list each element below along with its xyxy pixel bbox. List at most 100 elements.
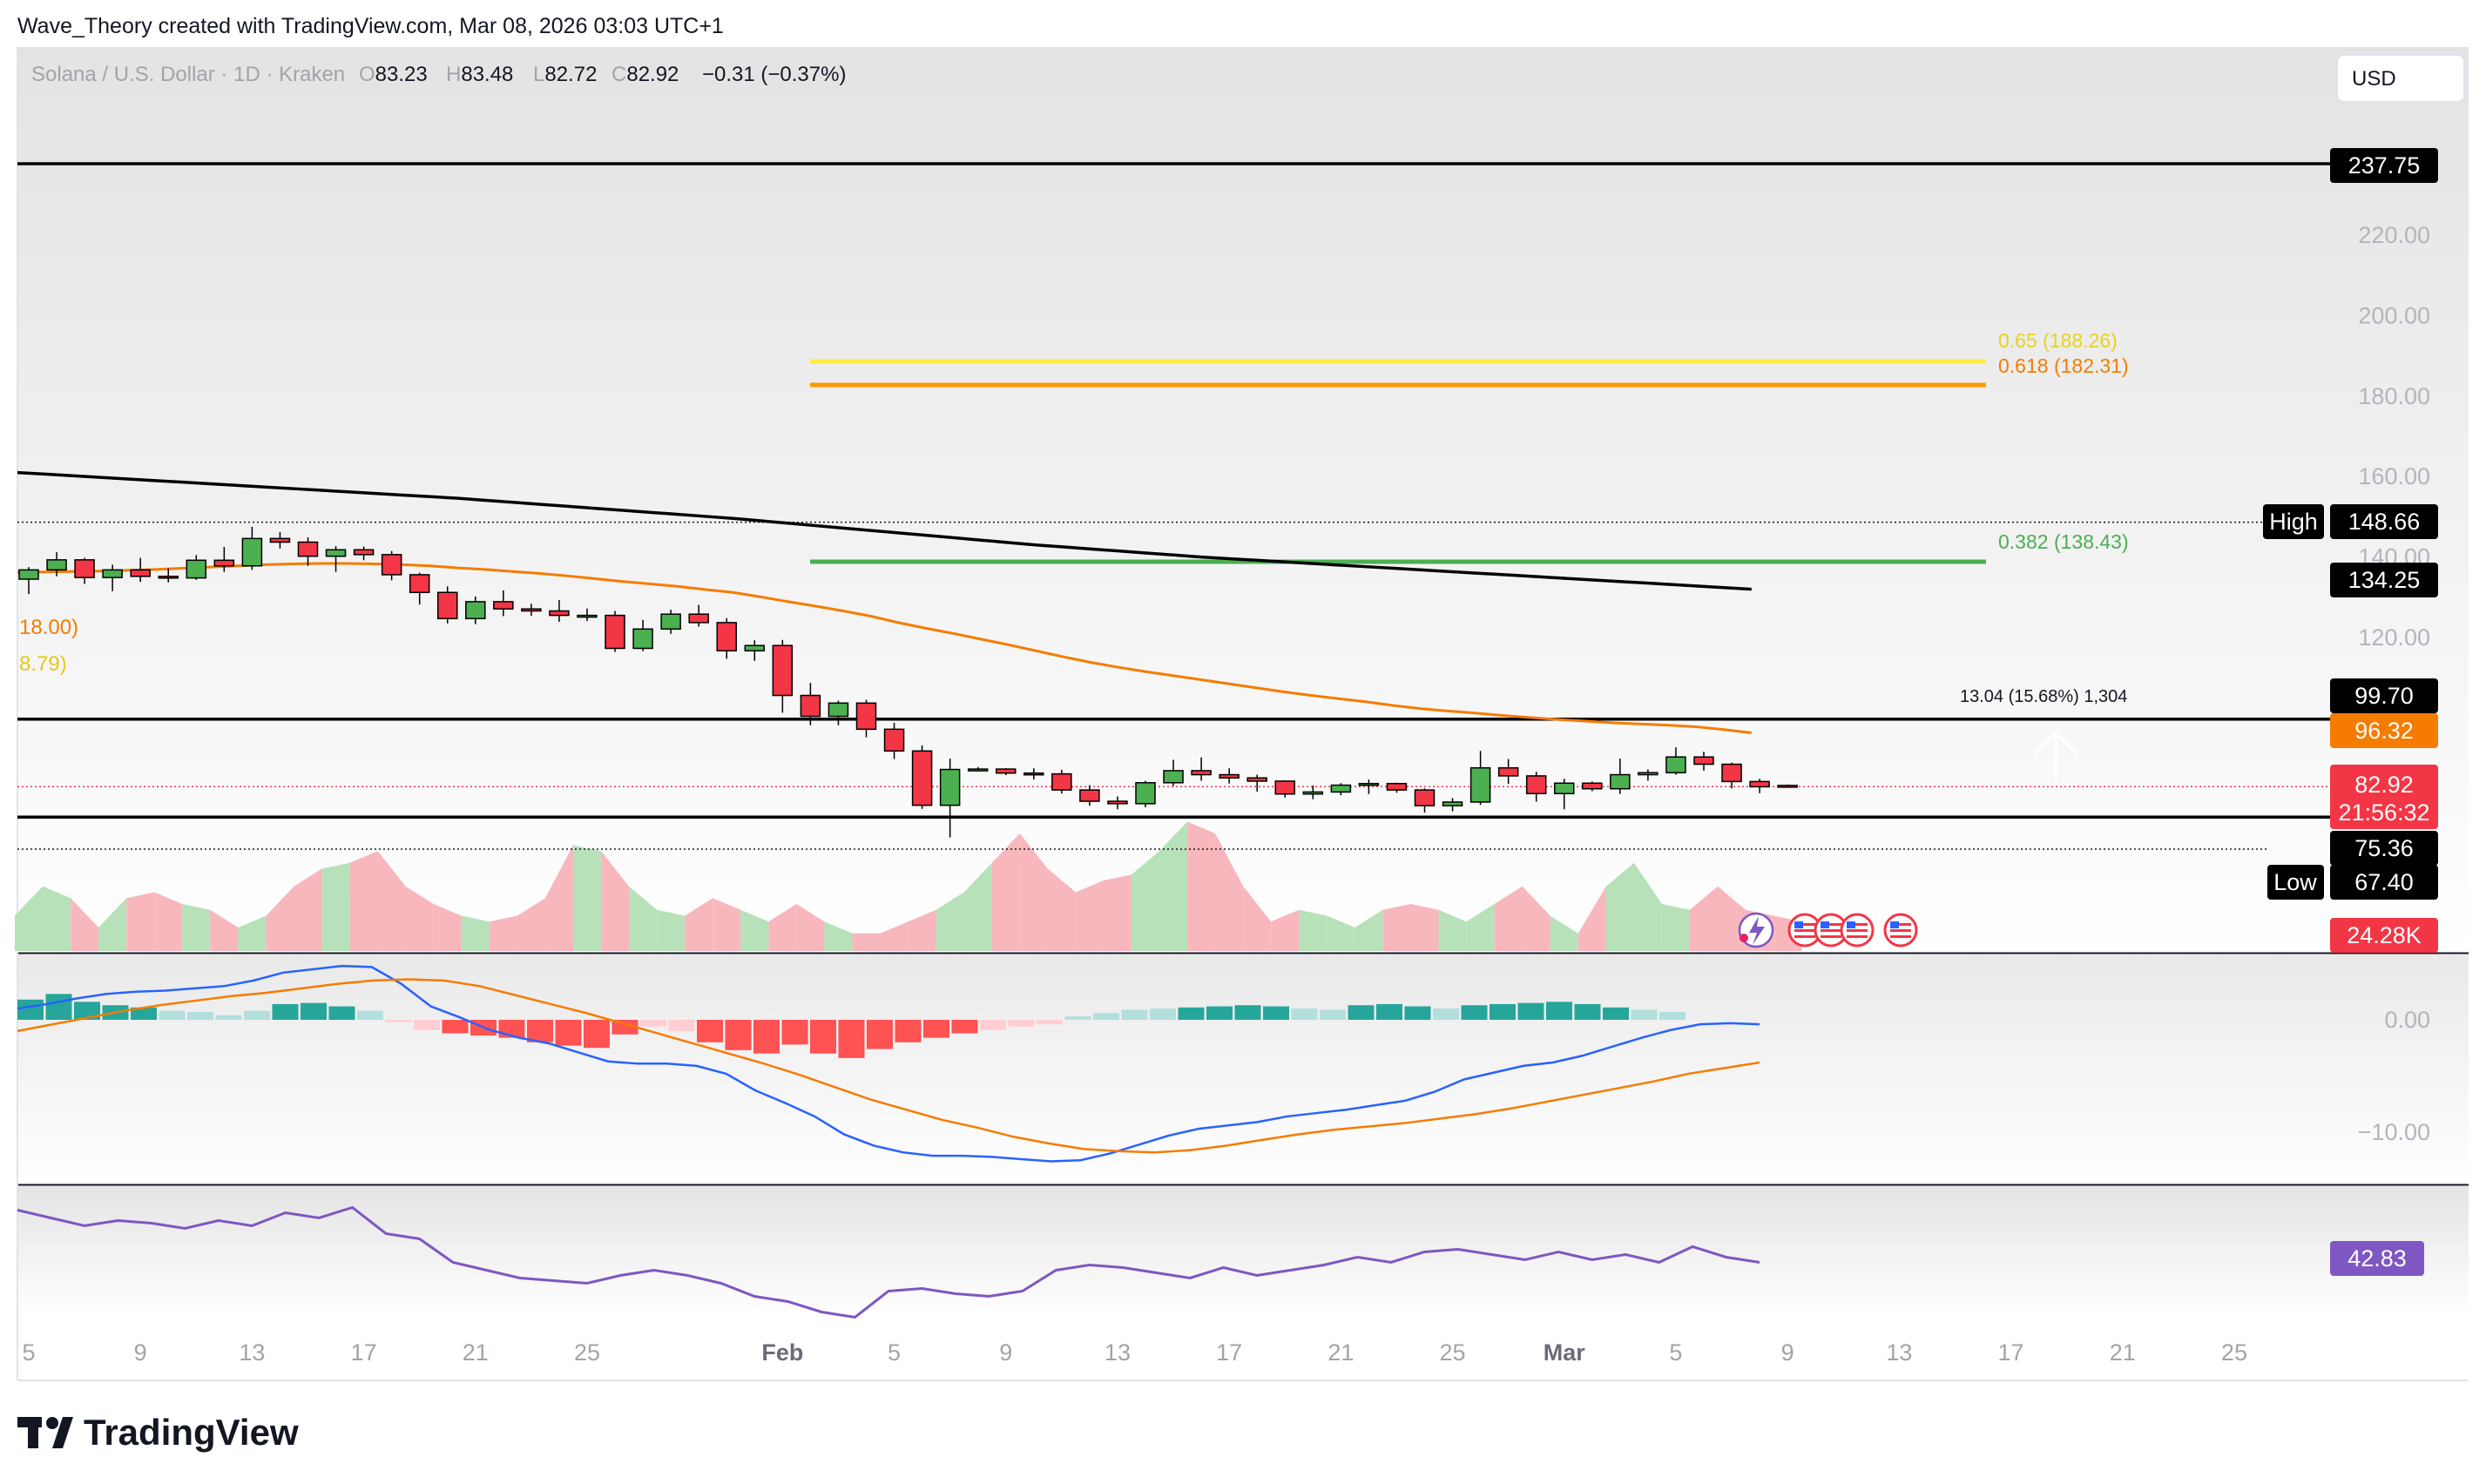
rsi-pane-bg — [17, 1186, 2469, 1317]
candle — [1610, 759, 1631, 794]
macd-signal-line — [17, 978, 1760, 1154]
macd-histogram-bar — [1291, 1008, 1318, 1020]
volume-area — [489, 915, 517, 951]
candle — [1358, 779, 1380, 794]
macd-histogram-bar — [1064, 1016, 1091, 1020]
volume-area — [126, 892, 155, 951]
svg-text:75.36: 75.36 — [2354, 835, 2414, 861]
candle — [1191, 757, 1212, 781]
macd-histogram-bar — [838, 1020, 865, 1058]
volume-area — [1131, 851, 1160, 951]
bar-countdown: 21:56:32 — [2338, 799, 2429, 826]
time-axis-tick: 9 — [1781, 1339, 1794, 1366]
macd-histogram-bar — [442, 1020, 469, 1034]
volume-area — [154, 892, 183, 951]
time-axis-tick: 17 — [1998, 1339, 2024, 1366]
low-value: 82.72 — [544, 63, 597, 86]
volume-area — [796, 904, 825, 951]
volume-area — [182, 904, 211, 951]
candle — [716, 617, 737, 659]
candle — [1749, 779, 1770, 793]
candle — [1274, 780, 1295, 798]
low-label: L — [533, 63, 544, 86]
candle-body — [493, 601, 514, 610]
candle — [297, 536, 319, 566]
candle — [18, 567, 39, 595]
macd-histogram-bar — [357, 1010, 383, 1020]
close-value: 82.92 — [626, 63, 679, 86]
time-axis-tick: 5 — [1669, 1339, 1682, 1366]
candle-body — [74, 559, 95, 578]
candle — [1163, 759, 1184, 786]
volume-area — [1382, 904, 1411, 951]
candle — [521, 604, 542, 617]
candle-body — [967, 768, 989, 772]
candle — [1330, 783, 1352, 796]
volume-area — [98, 898, 127, 951]
candle-body — [688, 613, 709, 624]
currency-button[interactable]: USD — [2336, 54, 2465, 103]
credit-text: Wave_Theory created with TradingView.com… — [17, 14, 724, 38]
macd-histogram-bar — [1546, 1002, 1572, 1020]
macd-histogram-bar — [1603, 1007, 1629, 1020]
volume-area — [433, 904, 462, 951]
macd-histogram-bar — [527, 1020, 553, 1042]
sma-line — [17, 470, 1752, 591]
macd-histogram-bar — [1404, 1006, 1431, 1020]
svg-text:237.75: 237.75 — [2348, 152, 2421, 179]
candle — [353, 546, 375, 561]
candle — [911, 745, 933, 809]
us-flag-icon[interactable] — [1840, 913, 1875, 948]
svg-text:96.32: 96.32 — [2354, 718, 2414, 744]
candle-body — [102, 569, 123, 578]
open-label: O — [359, 63, 375, 86]
macd-pane-bg — [17, 954, 2469, 1184]
us-flag-icon[interactable] — [1883, 913, 1918, 948]
candle — [213, 547, 235, 572]
tradingview-logo-text: TradingView — [84, 1412, 299, 1453]
volume-area — [405, 886, 434, 951]
candle-body — [1107, 800, 1128, 805]
label-134: 134.25 — [2330, 563, 2438, 597]
candle-body — [828, 702, 849, 718]
candle-body — [577, 614, 598, 618]
volume-area — [517, 898, 545, 951]
candle-body — [1497, 766, 1519, 777]
macd-histogram-bar — [414, 1020, 440, 1030]
volume-area — [1466, 904, 1495, 951]
candle — [269, 531, 291, 549]
candle-body — [1525, 775, 1547, 795]
candle-body — [744, 644, 766, 651]
volume-area — [1299, 909, 1327, 951]
candle — [1246, 774, 1267, 792]
macd-histogram-bar — [244, 1010, 270, 1020]
macd-histogram-bar — [1659, 1011, 1685, 1020]
candle — [577, 608, 598, 622]
svg-text:High: High — [2269, 509, 2318, 535]
candle — [939, 759, 961, 838]
candle-body — [632, 628, 653, 650]
macd-histogram-bar — [1490, 1003, 1516, 1020]
volume-area — [266, 886, 294, 951]
rsi-value-tag: 42.83 — [2330, 1241, 2424, 1276]
candle-body — [1777, 785, 1798, 788]
candle — [883, 722, 905, 759]
tradingview-logo[interactable]: TradingView — [17, 1412, 299, 1453]
candle — [1414, 788, 1436, 813]
candle-body — [521, 608, 542, 612]
candle — [1721, 762, 1742, 789]
candle-body — [1665, 756, 1686, 773]
macd-histogram-bar — [1517, 1002, 1544, 1020]
candle — [381, 550, 402, 581]
candle-body — [213, 559, 235, 567]
ma-legend-1: 18.00) — [19, 616, 78, 639]
svg-text:O83.23: O83.23 — [359, 63, 428, 86]
candle-body — [549, 610, 570, 617]
macd-histogram-bar — [328, 1006, 355, 1020]
events-icon[interactable] — [1738, 912, 1774, 948]
candle — [1665, 747, 1686, 775]
macd-axis-tick: 0.00 — [2384, 1007, 2430, 1033]
svg-text:24.28K: 24.28K — [2347, 922, 2422, 948]
ema-line — [17, 562, 1752, 734]
volume-area — [1271, 909, 1300, 951]
